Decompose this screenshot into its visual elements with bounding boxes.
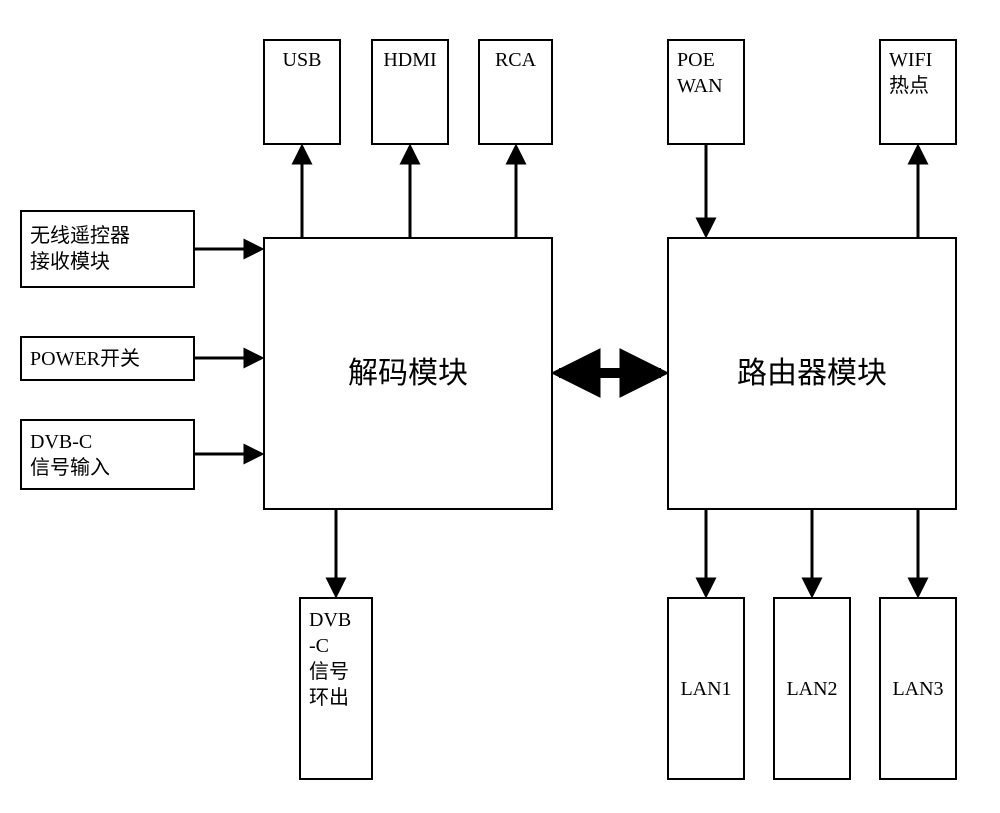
decode-module-label: 解码模块 [348,354,468,393]
remote-rx-box: 无线遥控器 接收模块 [20,210,195,288]
lan1-label: LAN1 [680,676,731,702]
rca-box: RCA [478,39,553,145]
lan1-box: LAN1 [667,597,745,780]
usb-label: USB [283,47,322,73]
power-switch-label: POWER开关 [30,346,140,372]
power-switch-box: POWER开关 [20,336,195,381]
hdmi-box: HDMI [371,39,449,145]
hdmi-label: HDMI [383,47,436,73]
block-diagram: 解码模块 路由器模块 无线遥控器 接收模块 POWER开关 DVB-C 信号输入… [0,0,1000,813]
lan3-label: LAN3 [892,676,943,702]
dvbc-input-box: DVB-C 信号输入 [20,419,195,490]
wifi-label: WIFI 热点 [889,47,932,99]
remote-rx-label: 无线遥控器 接收模块 [30,223,130,275]
lan2-box: LAN2 [773,597,851,780]
dvbc-loop-label: DVB -C 信号 环出 [309,607,351,711]
router-module-box: 路由器模块 [667,237,957,510]
usb-box: USB [263,39,341,145]
dvbc-input-label: DVB-C 信号输入 [30,429,110,481]
dvbc-loop-box: DVB -C 信号 环出 [299,597,373,780]
poe-wan-box: POE WAN [667,39,745,145]
lan2-label: LAN2 [786,676,837,702]
wifi-box: WIFI 热点 [879,39,957,145]
poe-wan-label: POE WAN [677,47,723,99]
decode-module-box: 解码模块 [263,237,553,510]
router-module-label: 路由器模块 [737,354,887,393]
rca-label: RCA [495,47,536,73]
lan3-box: LAN3 [879,597,957,780]
